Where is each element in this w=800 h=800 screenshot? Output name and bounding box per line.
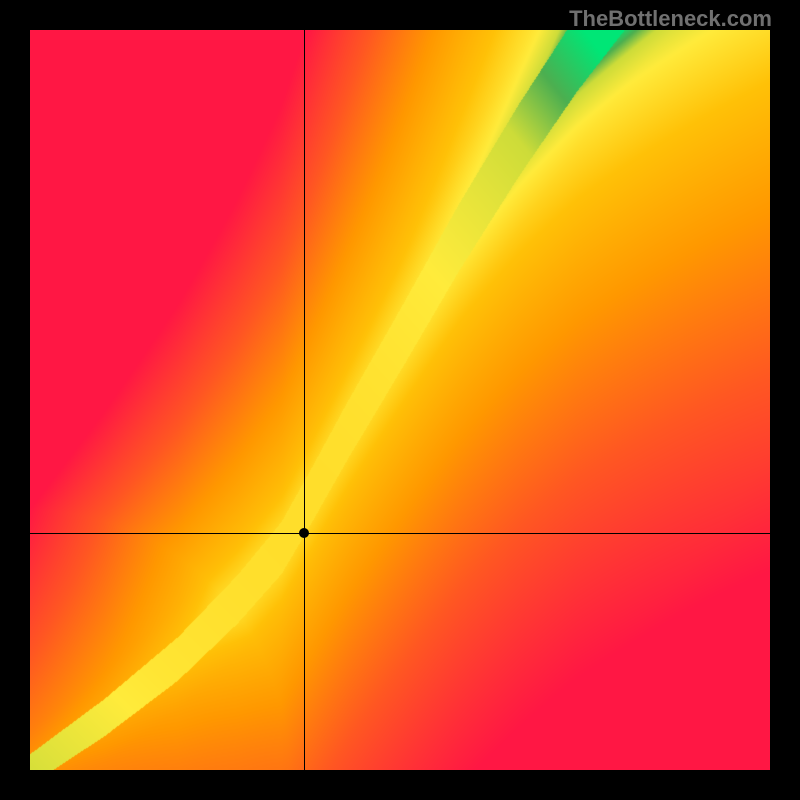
crosshair-vertical bbox=[304, 30, 305, 770]
plot-area bbox=[30, 30, 770, 770]
heatmap-canvas bbox=[30, 30, 770, 770]
data-point-marker bbox=[299, 528, 309, 538]
crosshair-horizontal bbox=[30, 533, 770, 534]
watermark-text: TheBottleneck.com bbox=[569, 6, 772, 32]
